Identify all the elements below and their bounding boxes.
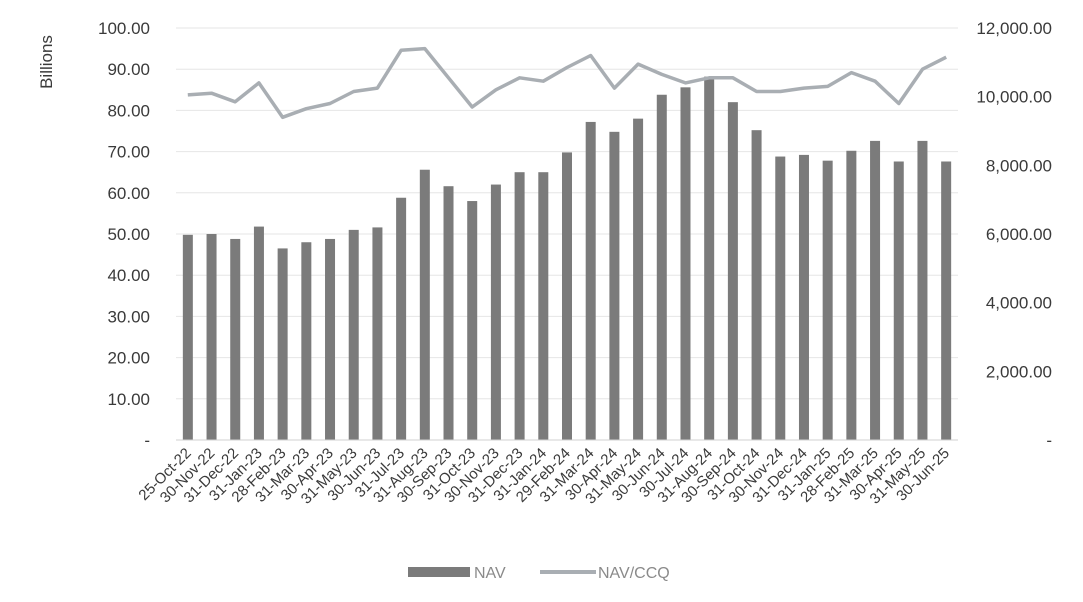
nav-bar xyxy=(941,161,952,440)
y-right-tick-label: 6,000.00 xyxy=(986,225,1052,244)
nav-bar xyxy=(396,197,407,440)
y-left-tick-label: - xyxy=(144,431,150,450)
y-right-tick-label: 8,000.00 xyxy=(986,156,1052,175)
y-left-tick-label: 80.00 xyxy=(107,101,150,120)
nav-bar xyxy=(633,118,644,440)
legend-swatch-nav xyxy=(408,567,470,577)
nav-bar xyxy=(538,172,549,440)
nav-bar xyxy=(182,234,193,440)
nav-bar xyxy=(585,121,596,440)
nav-bar xyxy=(704,76,715,440)
y-left-tick-label: 30.00 xyxy=(107,307,150,326)
nav-bar xyxy=(656,94,667,440)
nav-bar xyxy=(348,229,359,440)
y-left-tick-label: 60.00 xyxy=(107,184,150,203)
nav-bars xyxy=(182,76,952,440)
y-right-tick-label: - xyxy=(1046,431,1052,450)
y-left-tick-label: 20.00 xyxy=(107,349,150,368)
legend-label-nav: NAV xyxy=(474,565,506,582)
nav-bar xyxy=(325,238,336,440)
nav-bar xyxy=(372,227,383,440)
nav-bar xyxy=(727,102,738,440)
y-left-tick-label: 70.00 xyxy=(107,143,150,162)
nav-bar xyxy=(775,156,786,440)
y-right-tick-label: 4,000.00 xyxy=(986,294,1052,313)
nav-bar xyxy=(301,242,312,440)
nav-ccq-series-line xyxy=(187,46,947,120)
y-left-tick-label: 40.00 xyxy=(107,266,150,285)
nav-bar xyxy=(846,150,857,440)
nav-ccq-line xyxy=(187,46,947,120)
nav-bar xyxy=(253,226,264,440)
y-left-tick-label: 50.00 xyxy=(107,225,150,244)
nav-bar xyxy=(514,172,525,440)
nav-bar xyxy=(419,169,430,440)
nav-bar xyxy=(206,234,217,440)
y-left-tick-label: 10.00 xyxy=(107,390,150,409)
nav-bar xyxy=(562,152,572,440)
y-right-tick-label: 2,000.00 xyxy=(986,362,1052,381)
nav-bar xyxy=(751,130,762,440)
legend-label-nav-ccq: NAV/CCQ xyxy=(598,565,670,582)
y-right-tick-label: 10,000.00 xyxy=(976,88,1052,107)
y-left-tick-label: 90.00 xyxy=(107,60,150,79)
nav-bar xyxy=(870,140,881,440)
nav-bar xyxy=(277,248,288,440)
y-right-tick-label: 12,000.00 xyxy=(976,19,1052,38)
nav-bar xyxy=(230,238,241,440)
legend: NAV NAV/CCQ xyxy=(408,565,670,582)
nav-bar xyxy=(798,154,809,440)
y-axis-title: Billions xyxy=(37,35,56,89)
nav-bar xyxy=(893,161,904,440)
right-axis: - 2,000.00 4,000.00 6,000.00 8,000.00 10,000.… xyxy=(976,19,1052,450)
nav-bar xyxy=(609,131,620,440)
nav-bar xyxy=(490,184,501,440)
nav-bar xyxy=(822,160,833,440)
nav-bar xyxy=(917,140,928,440)
nav-bar xyxy=(467,201,478,440)
left-axis: - 10.00 20.00 30.00 40.00 50.00 60.00 70.00 80.0… xyxy=(98,19,150,450)
nav-bar xyxy=(680,87,691,440)
y-left-tick-label: 100.00 xyxy=(98,19,150,38)
x-axis: 25-Oct-2230-Nov-2231-Dec-2231-Jan-2328-F… xyxy=(135,439,958,508)
nav-bar xyxy=(443,186,454,440)
